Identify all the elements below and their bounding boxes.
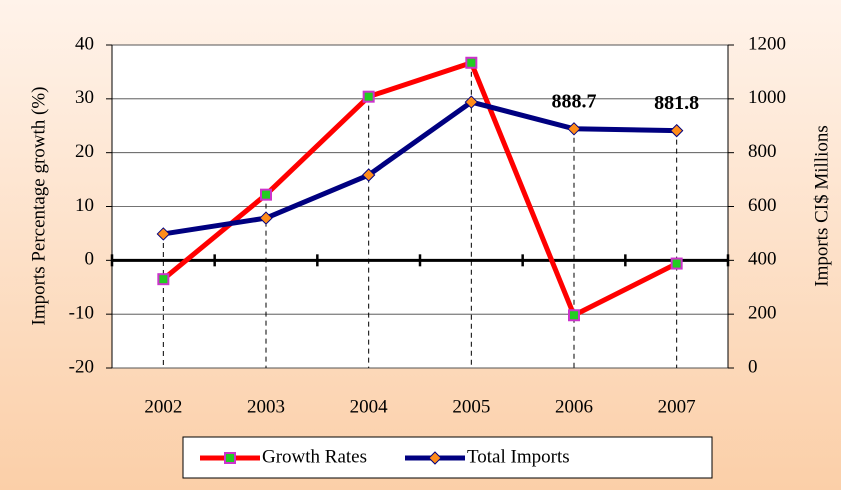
marker: [362, 90, 375, 103]
marker: [567, 122, 581, 136]
y-tick-label: -10: [69, 303, 94, 324]
x-tick-label: 2007: [658, 396, 696, 417]
y-tick-label: 0: [85, 249, 95, 270]
data-label: 888.7: [552, 90, 597, 112]
marker: [157, 273, 170, 286]
y2-tick-label: 800: [748, 141, 777, 162]
x-tick-label: 2005: [452, 396, 490, 417]
y-tick-label: -20: [69, 356, 94, 377]
legend-marker: [428, 451, 442, 465]
marker: [464, 95, 479, 109]
y-tick-label: 10: [75, 195, 94, 216]
legend-marker: [224, 452, 236, 464]
y2-tick-label: 200: [748, 303, 777, 324]
marker: [156, 227, 171, 241]
y2-axis-label: Imports CI$ Millions: [811, 125, 832, 287]
x-tick-label: 2006: [555, 396, 593, 417]
x-tick-label: 2003: [247, 396, 285, 417]
marker: [465, 56, 478, 69]
marker: [669, 123, 684, 138]
y-tick-label: 20: [75, 141, 94, 162]
line: [162, 99, 677, 237]
y2-tick-label: 1000: [748, 87, 786, 108]
y2-tick-label: 400: [748, 249, 777, 270]
marker: [259, 211, 273, 225]
y-tick-label: 30: [75, 87, 94, 108]
y-axis-label: Imports Percentage growth (%): [28, 86, 49, 325]
legend-label: Total Imports: [467, 446, 570, 467]
y2-tick-label: 600: [748, 195, 777, 216]
data-label: 881.8: [654, 92, 699, 114]
x-tick-label: 2004: [350, 396, 389, 417]
marker: [260, 188, 272, 201]
y-tick-label: 40: [75, 33, 94, 54]
marker: [361, 168, 376, 182]
y2-tick-label: 0: [748, 356, 758, 377]
y2-tick-label: 1200: [748, 33, 786, 54]
x-tick-label: 2002: [144, 396, 182, 417]
marker: [568, 309, 580, 322]
line: [161, 60, 678, 318]
marker: [670, 257, 683, 270]
legend-label: Growth Rates: [262, 446, 367, 467]
